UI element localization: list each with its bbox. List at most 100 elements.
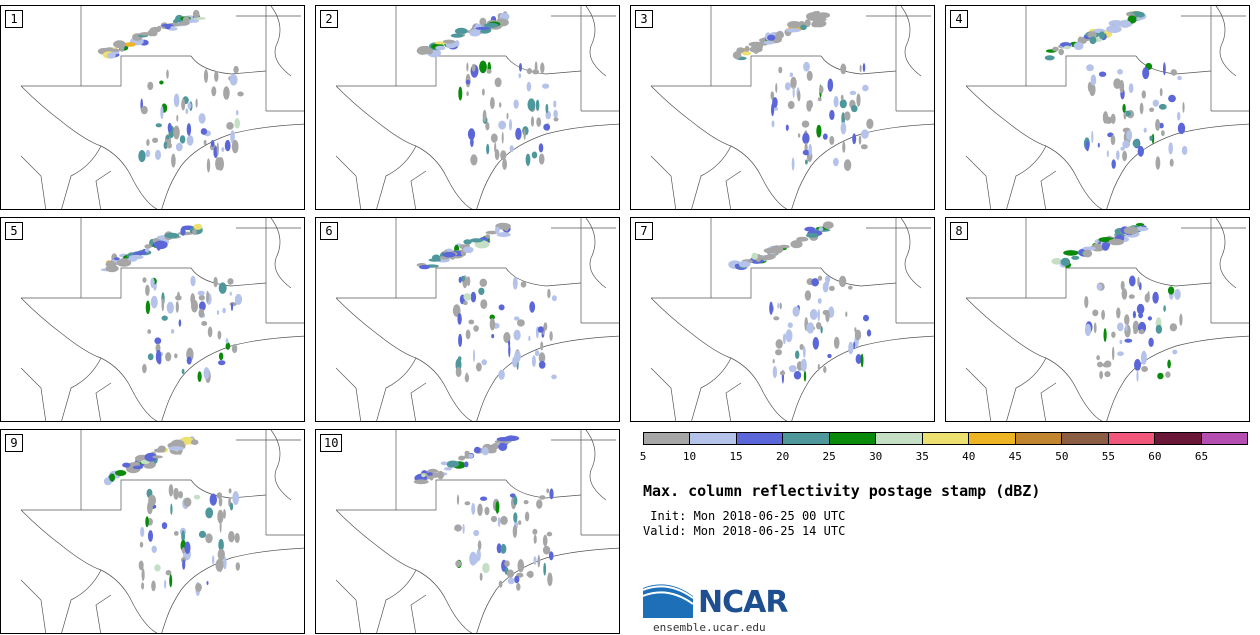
- reflectivity-cell: [235, 109, 239, 116]
- reflectivity-cell: [485, 230, 498, 235]
- reflectivity-cell: [217, 509, 224, 524]
- reflectivity-cell: [842, 141, 846, 153]
- reflectivity-cell: [782, 333, 786, 345]
- reflectivity-cell: [178, 491, 184, 499]
- reflectivity-cell: [1073, 42, 1084, 50]
- reflectivity-cell: [795, 350, 800, 359]
- reflectivity-cell: [1155, 119, 1161, 131]
- reflectivity-cell: [512, 276, 518, 290]
- reflectivity-cell: [486, 69, 492, 74]
- reflectivity-cell: [546, 488, 550, 494]
- reflectivity-cell: [1141, 90, 1146, 99]
- reflectivity-cell: [413, 479, 429, 485]
- reflectivity-cell: [482, 109, 487, 123]
- reflectivity-cell: [226, 122, 234, 130]
- map-boundary: [410, 382, 427, 421]
- reflectivity-cell: [1082, 246, 1096, 251]
- reflectivity-cell: [184, 541, 191, 554]
- reflectivity-cell: [513, 316, 520, 321]
- reflectivity-cell: [163, 141, 168, 150]
- reflectivity-cell: [161, 315, 168, 321]
- postage-stamp-panel: 9: [0, 429, 305, 634]
- reflectivity-cell: [1155, 156, 1161, 170]
- reflectivity-cell: [203, 140, 207, 145]
- reflectivity-cell: [806, 233, 819, 238]
- reflectivity-cell: [1126, 130, 1133, 141]
- reflectivity-cell: [527, 98, 536, 111]
- reflectivity-cell: [1142, 67, 1150, 80]
- reflectivity-cell: [519, 63, 522, 72]
- colorbar-tick: 20: [775, 450, 790, 463]
- reflectivity-cell: [515, 127, 522, 140]
- map-boundary: [61, 357, 102, 421]
- panel-number: 9: [5, 434, 23, 452]
- reflectivity-cell: [523, 500, 529, 505]
- map-boundary: [61, 569, 102, 633]
- reflectivity-cell: [1163, 62, 1166, 76]
- reflectivity-cell: [132, 465, 144, 470]
- reflectivity-cell: [231, 139, 239, 154]
- reflectivity-cell: [1092, 309, 1099, 317]
- reflectivity-cell: [539, 495, 546, 500]
- reflectivity-cell: [551, 374, 557, 380]
- reflectivity-cell: [105, 261, 117, 268]
- reflectivity-cell: [1152, 99, 1159, 107]
- reflectivity-cell: [843, 159, 852, 171]
- reflectivity-cell: [147, 518, 153, 526]
- reflectivity-cell: [1104, 371, 1111, 378]
- reflectivity-cell: [863, 314, 869, 322]
- reflectivity-cell: [1098, 71, 1107, 77]
- reflectivity-cell: [833, 95, 839, 108]
- reflectivity-cell: [144, 248, 150, 253]
- reflectivity-cell: [792, 306, 800, 317]
- reflectivity-cell: [744, 45, 750, 52]
- radar-map: [335, 430, 619, 633]
- reflectivity-cell: [230, 302, 234, 311]
- reflectivity-cell: [209, 493, 217, 506]
- postage-stamp-panel: 8: [945, 217, 1250, 422]
- reflectivity-cell: [1082, 249, 1093, 258]
- reflectivity-cell: [1119, 79, 1125, 93]
- reflectivity-cell: [470, 137, 474, 148]
- reflectivity-cell: [234, 293, 243, 305]
- reflectivity-cell: [465, 329, 471, 340]
- reflectivity-cell: [553, 100, 557, 108]
- reflectivity-cell: [1122, 150, 1128, 162]
- reflectivity-cell: [1106, 25, 1122, 33]
- reflectivity-cell: [514, 575, 520, 584]
- figure-title: Max. column reflectivity postage stamp (…: [643, 482, 1041, 500]
- reflectivity-cell: [181, 98, 186, 111]
- reflectivity-cell: [807, 100, 813, 109]
- map-boundary: [585, 430, 607, 501]
- reflectivity-cell: [146, 139, 150, 146]
- reflectivity-cell: [466, 91, 469, 97]
- reflectivity-cell: [482, 562, 490, 574]
- reflectivity-cell: [506, 569, 515, 578]
- radar-map: [335, 6, 619, 209]
- reflectivity-cell: [1124, 314, 1130, 326]
- reflectivity-cell: [179, 135, 186, 144]
- reflectivity-cell: [853, 341, 856, 349]
- reflectivity-cell: [1137, 145, 1144, 157]
- reflectivity-cell: [1125, 323, 1128, 332]
- reflectivity-cell: [540, 341, 544, 351]
- reflectivity-cell: [526, 571, 534, 577]
- reflectivity-cell: [736, 47, 745, 54]
- reflectivity-cell: [1058, 48, 1064, 56]
- map-boundary: [336, 479, 506, 511]
- reflectivity-cell: [480, 496, 488, 501]
- reflectivity-cell: [751, 42, 756, 50]
- reflectivity-cell: [553, 109, 558, 118]
- reflectivity-cell: [173, 531, 179, 536]
- reflectivity-cell: [443, 39, 455, 44]
- reflectivity-cell: [222, 556, 227, 570]
- website-url[interactable]: ensemble.ucar.edu: [653, 621, 766, 634]
- reflectivity-cell: [839, 99, 847, 109]
- reflectivity-cell: [824, 275, 831, 283]
- map-boundary: [190, 267, 267, 287]
- reflectivity-cell: [225, 342, 231, 350]
- reflectivity-cell: [1060, 257, 1071, 266]
- reflectivity-cell: [1151, 133, 1155, 144]
- reflectivity-cell: [417, 45, 432, 54]
- reflectivity-cell: [476, 548, 481, 561]
